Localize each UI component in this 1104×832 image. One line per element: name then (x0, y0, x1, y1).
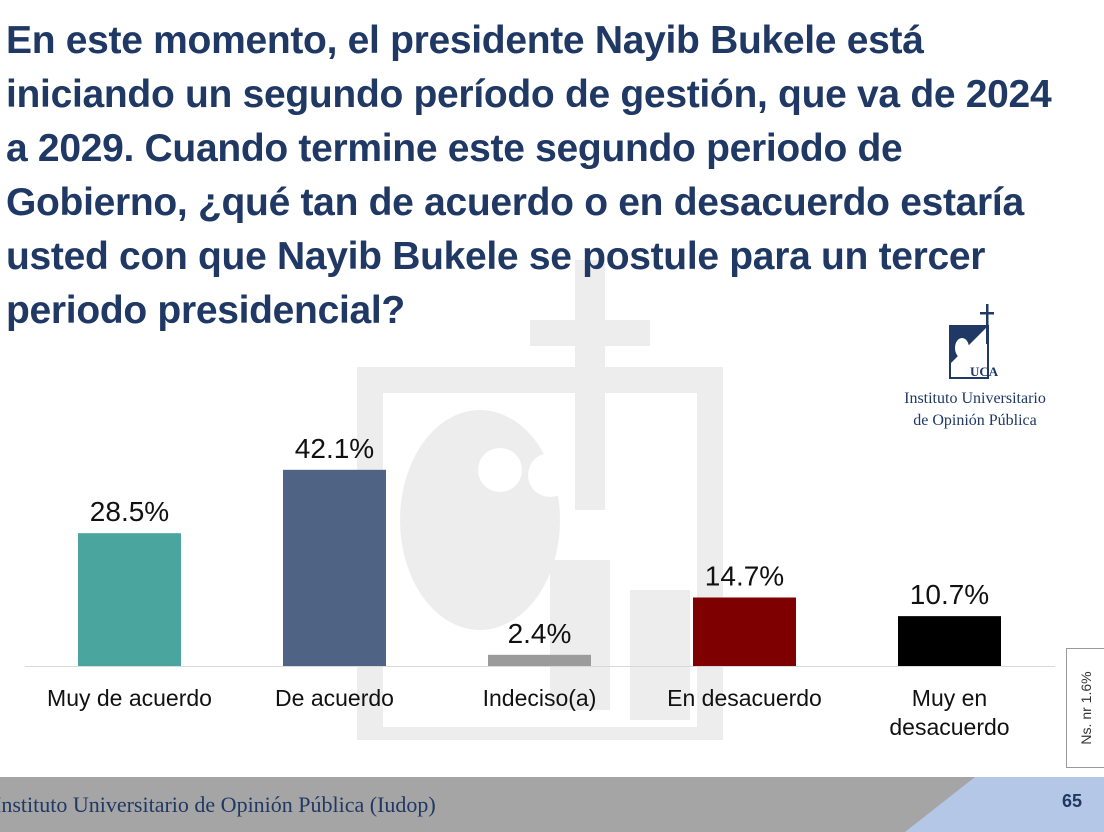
category-label-1: Muy de acuerdo (47, 685, 212, 711)
data-label-5: 10.7% (910, 579, 989, 610)
data-label-1: 28.5% (90, 496, 169, 527)
bar-2 (283, 469, 386, 666)
page-title: En este momento, el presidente Nayib Buk… (6, 19, 1052, 332)
nsnr-note: Ns. nr 1.6% (1066, 648, 1104, 768)
category-label-5: Muy en desacuerdo (889, 685, 1009, 740)
uca-logo-icon: UCA (949, 304, 998, 379)
page-number: 65 (1061, 791, 1082, 811)
logo-line-1: Instituto Universitario (904, 390, 1046, 407)
logo-line-2: de Opinión Pública (913, 412, 1037, 429)
logo-caption: Instituto Universitario de Opinión Públi… (890, 388, 1060, 432)
logo-mark-text: UCA (970, 364, 998, 379)
bar-1 (78, 533, 181, 666)
data-label-3: 2.4% (508, 618, 572, 649)
footer: Instituto Universitario de Opinión Públi… (0, 777, 1104, 832)
data-label-4: 14.7% (705, 560, 784, 591)
iudop-logo: UCA Instituto Universitario de Opinión P… (890, 302, 1060, 442)
bar-5 (898, 616, 1001, 666)
bar-chart: 28.5% Muy de acuerdo 42.1% De acuerdo 2.4% In… (25, 433, 1055, 740)
data-label-2: 42.1% (295, 433, 374, 464)
category-label-2: De acuerdo (275, 685, 394, 711)
bar-4 (693, 597, 796, 666)
nsnr-label: Ns. nr 1.6% (1078, 671, 1094, 745)
category-label-3: Indeciso(a) (483, 685, 597, 711)
bar-3 (488, 654, 591, 666)
footer-institution: Instituto Universitario de Opinión Públi… (0, 792, 436, 817)
category-label-4: En desacuerdo (667, 685, 822, 711)
